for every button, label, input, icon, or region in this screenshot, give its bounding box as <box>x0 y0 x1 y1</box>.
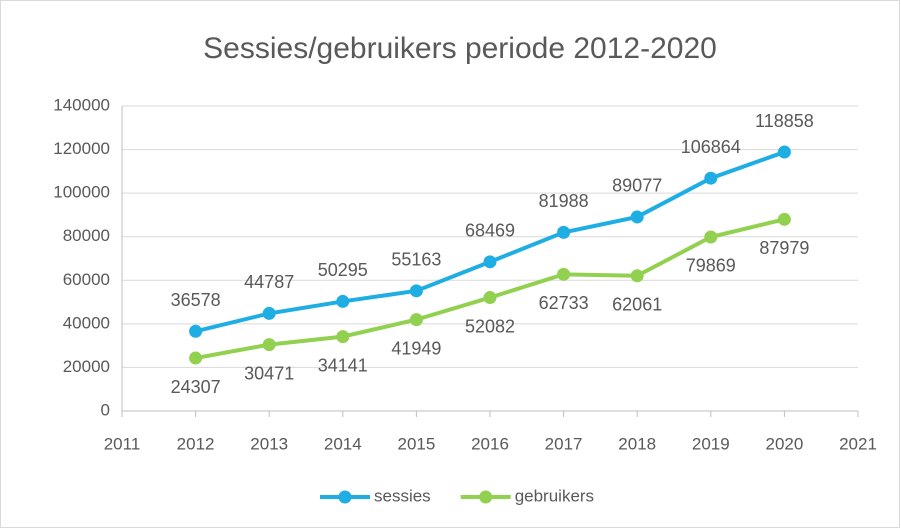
y-tick-label: 60000 <box>63 270 110 289</box>
data-label: 55163 <box>391 250 441 270</box>
x-tick-label: 2019 <box>692 434 730 453</box>
point <box>704 230 718 244</box>
point <box>704 171 718 185</box>
data-label: 62733 <box>539 293 589 313</box>
chart-title: Sessies/gebruikers periode 2012-2020 <box>203 32 717 65</box>
y-tick-label: 0 <box>101 400 110 419</box>
data-label: 89077 <box>612 176 662 196</box>
x-tick-label: 2014 <box>324 434 362 453</box>
point <box>777 145 791 159</box>
data-label: 87979 <box>759 238 809 258</box>
x-tick-label: 2021 <box>839 434 877 453</box>
legend-marker <box>338 490 352 504</box>
data-label: 34141 <box>318 355 368 375</box>
point <box>557 225 571 239</box>
point <box>336 294 350 308</box>
point <box>189 351 203 365</box>
y-tick-label: 80000 <box>63 226 110 245</box>
data-label: 44787 <box>244 272 294 292</box>
y-tick-label: 20000 <box>63 357 110 376</box>
data-label: 50295 <box>318 260 368 280</box>
point <box>630 210 644 224</box>
data-label: 36578 <box>171 290 221 310</box>
data-label: 30471 <box>244 363 294 383</box>
x-tick-label: 2020 <box>765 434 803 453</box>
x-tick-label: 2018 <box>618 434 656 453</box>
data-label: 68469 <box>465 221 515 241</box>
x-tick-label: 2011 <box>104 434 141 453</box>
y-tick-label: 40000 <box>63 313 110 332</box>
data-label: 24307 <box>171 377 221 397</box>
point <box>336 330 350 344</box>
point <box>777 212 791 226</box>
legend-label: gebruikers <box>515 486 594 505</box>
legend-marker <box>479 490 493 504</box>
point <box>409 284 423 298</box>
data-label: 41949 <box>391 338 441 358</box>
data-label: 106864 <box>681 137 741 157</box>
point <box>262 338 276 352</box>
point <box>630 269 644 283</box>
point <box>409 313 423 327</box>
y-tick-label: 100000 <box>53 183 110 202</box>
data-label: 118858 <box>755 111 814 131</box>
data-label: 79869 <box>686 256 736 276</box>
data-label: 52082 <box>465 316 515 336</box>
point <box>557 267 571 281</box>
legend-label: sessies <box>374 486 431 505</box>
x-tick-label: 2015 <box>397 434 435 453</box>
point <box>483 291 497 305</box>
data-label: 81988 <box>539 191 589 211</box>
x-tick-label: 2013 <box>250 434 288 453</box>
point <box>483 255 497 269</box>
point <box>262 306 276 320</box>
x-tick-label: 2016 <box>471 434 509 453</box>
y-tick-label: 120000 <box>53 139 110 158</box>
x-tick-label: 2012 <box>177 434 215 453</box>
y-tick-label: 140000 <box>53 95 110 114</box>
data-label: 62061 <box>612 295 662 315</box>
x-tick-label: 2017 <box>545 434 583 453</box>
point <box>189 324 203 338</box>
